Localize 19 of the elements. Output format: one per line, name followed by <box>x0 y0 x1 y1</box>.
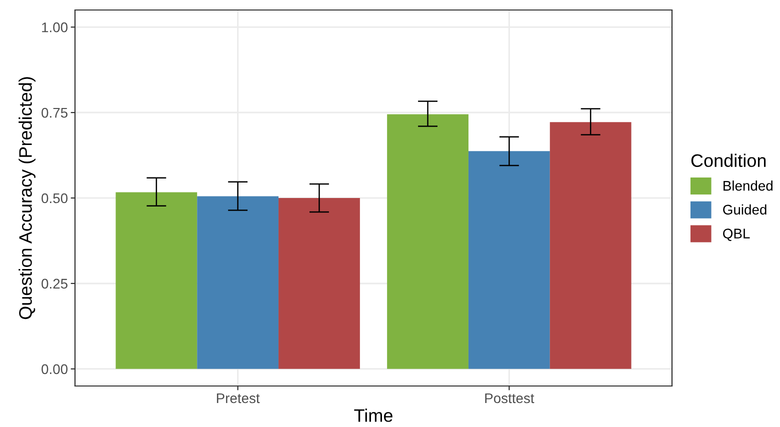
bar <box>468 151 550 369</box>
y-axis-title: Question Accuracy (Predicted) <box>18 77 36 320</box>
bar <box>116 192 198 369</box>
y-tick-label: 0.50 <box>42 193 68 204</box>
legend-label: QBL <box>723 228 750 241</box>
x-tick-label: Pretest <box>216 393 260 404</box>
legend-label: Blended <box>724 180 772 191</box>
bar <box>550 122 632 369</box>
y-tick-label: 0.25 <box>42 278 68 289</box>
y-tick-label: 1.00 <box>42 22 68 32</box>
x-axis-title: Time <box>354 408 392 422</box>
x-tick-label: Posttest <box>485 393 534 404</box>
y-tick-label: 0.00 <box>42 364 68 374</box>
legend-label: Guided <box>723 204 766 215</box>
bar <box>387 114 468 369</box>
bar <box>278 198 360 369</box>
legend-title: Condition <box>691 154 766 168</box>
y-tick-label: 0.75 <box>42 108 68 118</box>
bar <box>197 196 279 369</box>
